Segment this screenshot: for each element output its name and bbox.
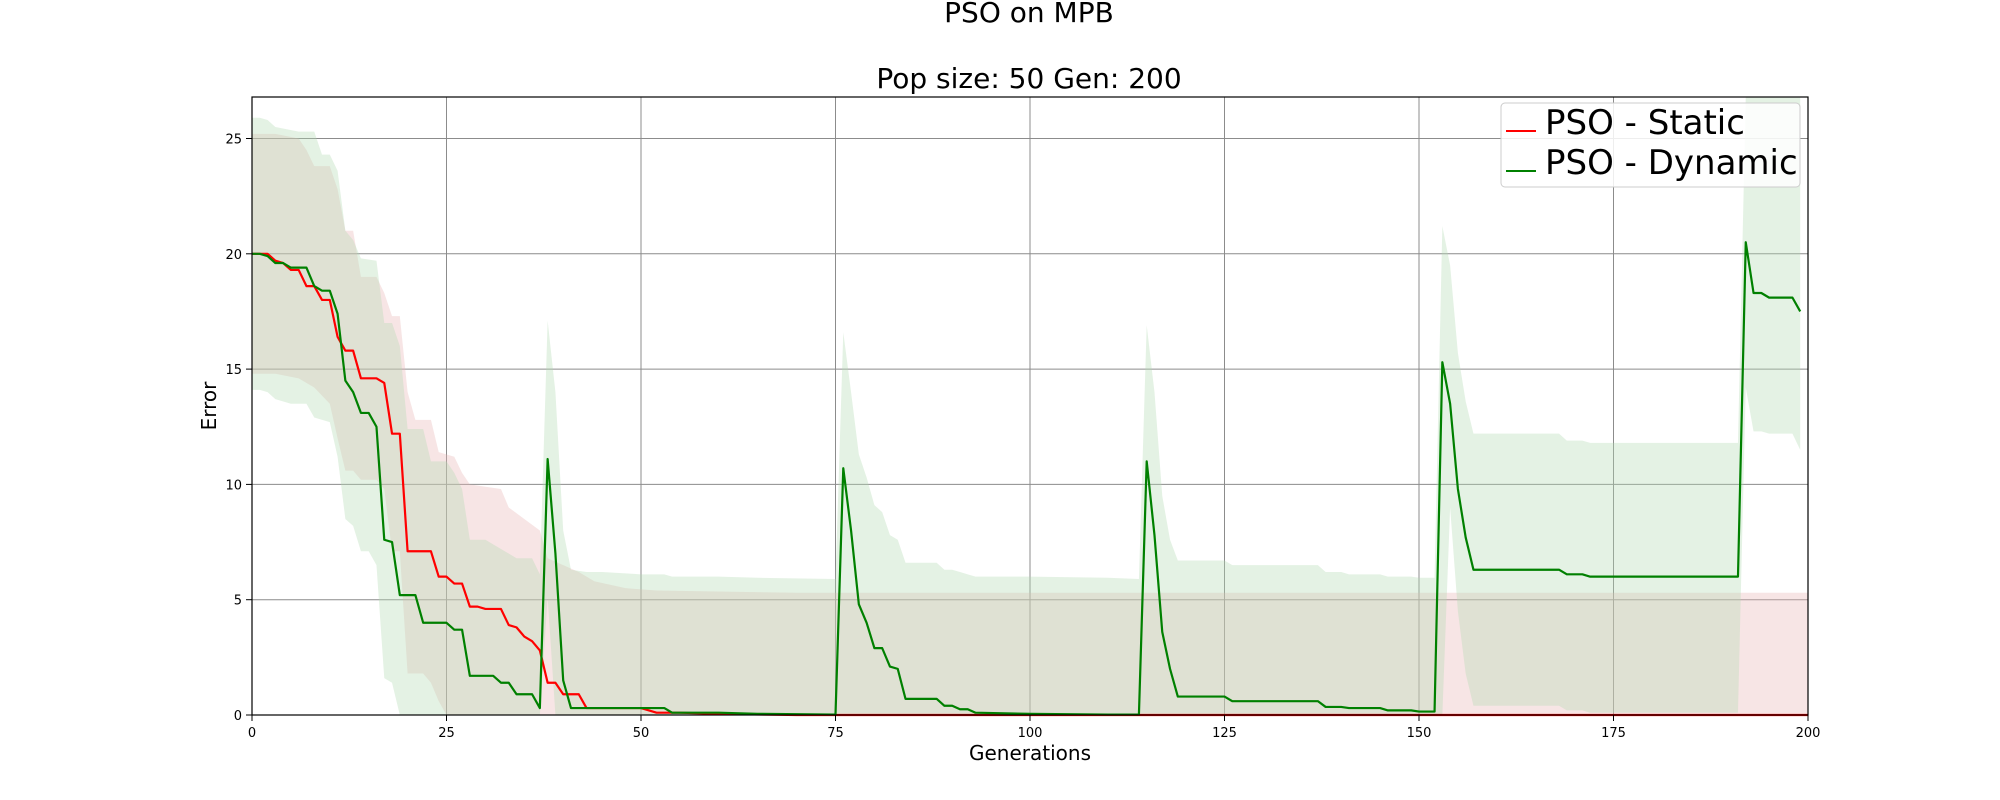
- y-tick-label-2: 10: [225, 478, 242, 493]
- legend-label-dynamic: PSO - Dynamic: [1545, 143, 1798, 183]
- y-tick-label-4: 20: [225, 248, 242, 263]
- band-dynamic: [252, 97, 1801, 715]
- x-axis-ticks: 0 25 50 75 100 125 150 175 200: [248, 715, 1821, 741]
- x-tick-label-4: 100: [1018, 726, 1043, 741]
- y-tick-label-1: 5: [234, 594, 242, 609]
- legend-box: [1500, 102, 1801, 188]
- series-line-dynamic: [252, 241, 1802, 716]
- x-tick-label-0: 0: [248, 726, 256, 741]
- chart-subtitle: Pop size: 50 Gen: 200: [876, 62, 1181, 95]
- series-line-static: [252, 252, 1808, 717]
- legend: PSO - Static PSO - Dynamic: [1500, 102, 1801, 188]
- legend-label-static: PSO - Static: [1545, 103, 1745, 143]
- series-lines: [252, 241, 1808, 717]
- x-tick-label-7: 175: [1601, 726, 1626, 741]
- x-tick-label-6: 150: [1407, 726, 1432, 741]
- x-axis-label: Generations: [969, 741, 1091, 765]
- x-tick-label-8: 200: [1796, 726, 1821, 741]
- x-tick-label-2: 50: [633, 726, 650, 741]
- error-bands: [252, 97, 1808, 716]
- x-tick-label-3: 75: [827, 726, 844, 741]
- y-axis-label: Error: [197, 381, 221, 431]
- x-tick-label-1: 25: [438, 726, 455, 741]
- y-tick-label-5: 25: [225, 133, 242, 148]
- x-tick-label-5: 125: [1212, 726, 1237, 741]
- y-axis-ticks: 0 5 10 15 20 25: [225, 133, 252, 724]
- y-tick-label-3: 15: [225, 363, 242, 378]
- chart-title: PSO on MPB: [944, 0, 1114, 29]
- band-static: [252, 133, 1808, 716]
- y-tick-label-0: 0: [234, 709, 242, 724]
